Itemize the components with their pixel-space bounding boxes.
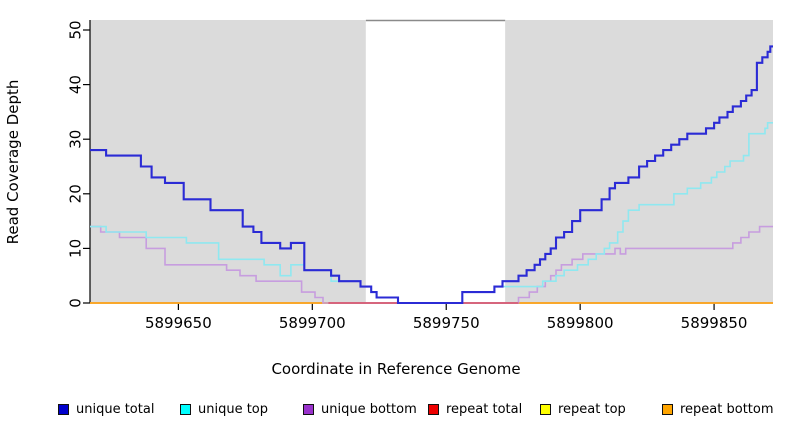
region-flank-left-gray xyxy=(90,20,366,303)
legend-item-unique-bottom: unique bottom xyxy=(303,400,417,418)
legend-swatch-repeat-top xyxy=(540,403,551,415)
legend-item-unique-top: unique top xyxy=(180,400,268,418)
series-line-unique-total xyxy=(90,45,773,305)
y-axis-title: Read Coverage Depth xyxy=(4,79,22,245)
x-tick-label: 5899800 xyxy=(547,314,614,332)
region-flank-right-gray xyxy=(505,20,773,303)
legend-item-unique-total: unique total xyxy=(58,400,154,418)
legend-swatch-unique-top xyxy=(180,403,191,415)
legend-label: unique total xyxy=(76,401,155,417)
legend-label: unique bottom xyxy=(321,401,417,417)
series-line-unique-top xyxy=(90,122,773,304)
x-axis-title: Coordinate in Reference Genome xyxy=(271,360,521,378)
y-tick-label: 0 xyxy=(67,298,85,308)
y-tick-label: 10 xyxy=(67,239,85,258)
x-tick-label: 5899700 xyxy=(279,314,346,332)
legend-swatch-repeat-bottom xyxy=(662,403,673,415)
region-repeat-region-white xyxy=(365,20,506,303)
y-tick-label: 40 xyxy=(67,75,85,94)
y-tick-label: 20 xyxy=(67,184,85,203)
legend-swatch-repeat-total xyxy=(428,403,439,415)
legend-label: repeat total xyxy=(446,401,523,417)
x-tick-label: 5899750 xyxy=(413,314,480,332)
legend-label: repeat bottom xyxy=(680,401,774,417)
x-tick-label: 5899650 xyxy=(145,314,212,332)
legend-swatch-unique-total xyxy=(58,403,69,415)
legend-item-repeat-bottom: repeat bottom xyxy=(662,400,774,418)
legend-label: repeat top xyxy=(558,401,626,417)
y-tick-label: 30 xyxy=(67,130,85,149)
legend-item-repeat-top: repeat top xyxy=(540,400,626,418)
legend-label: unique top xyxy=(198,401,269,417)
series-line-unique-bottom xyxy=(90,225,773,304)
x-tick-label: 5899850 xyxy=(681,314,748,332)
legend-swatch-unique-bottom xyxy=(303,403,314,415)
legend-item-repeat-total: repeat total xyxy=(428,400,522,418)
y-tick-label: 50 xyxy=(67,20,85,39)
legend: unique total unique top unique bottom repea… xyxy=(0,400,792,422)
